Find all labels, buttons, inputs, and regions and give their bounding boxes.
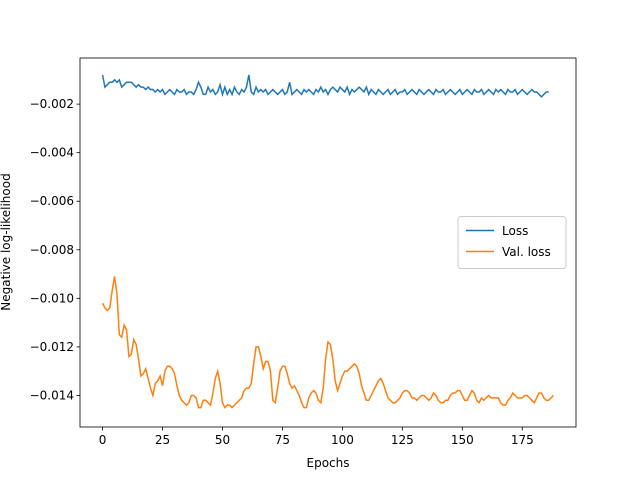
x-axis-label: Epochs (307, 456, 350, 470)
legend-label: Loss (502, 224, 528, 238)
line-series (101, 74, 549, 98)
x-tick-label: 50 (215, 433, 230, 447)
x-tick-label: 175 (511, 433, 534, 447)
y-tick-label: −0.002 (30, 97, 74, 111)
y-tick-label: −0.004 (30, 146, 74, 160)
x-tick-label: 100 (331, 433, 354, 447)
y-tick-label: −0.008 (30, 243, 74, 257)
plot-frame (79, 57, 577, 428)
line-series (101, 276, 554, 409)
y-axis-label: Negative log-likelihood (0, 173, 13, 310)
x-tick-label: 125 (391, 433, 414, 447)
y-tick-label: −0.012 (30, 340, 74, 354)
y-tick-label: −0.010 (30, 291, 74, 305)
legend-label: Val. loss (502, 245, 551, 259)
x-tick-label: 75 (275, 433, 290, 447)
x-tick-label: 150 (451, 433, 474, 447)
x-tick-label: 25 (155, 433, 170, 447)
y-tick-label: −0.014 (30, 388, 74, 402)
x-tick-label: 0 (99, 433, 107, 447)
legend-box (457, 216, 567, 269)
y-tick-label: −0.006 (30, 194, 74, 208)
